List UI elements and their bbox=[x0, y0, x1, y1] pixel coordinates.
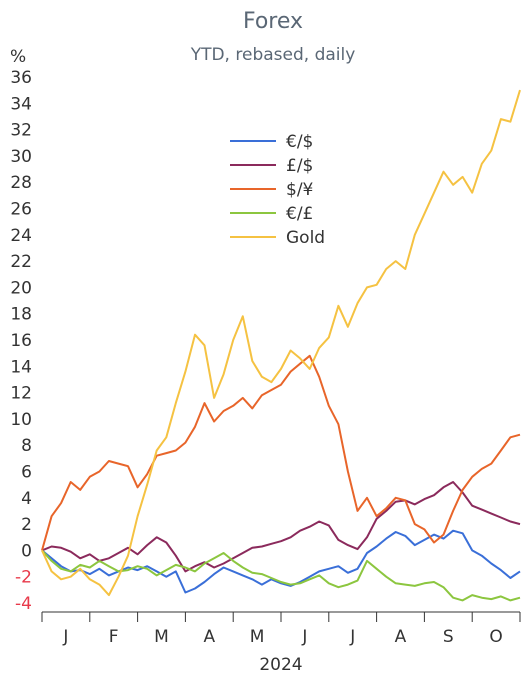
y-tick-label: 4 bbox=[21, 489, 32, 509]
series-line-3 bbox=[41, 549, 521, 602]
y-tick-label: 16 bbox=[10, 331, 32, 351]
legend: €/$ £/$ $/¥ €/£ Gold bbox=[230, 132, 325, 248]
y-tick-label: 22 bbox=[10, 252, 32, 272]
y-tick-label: 12 bbox=[10, 384, 32, 404]
y-tick-label: 6 bbox=[21, 463, 32, 483]
y-axis-unit-label: % bbox=[10, 47, 26, 67]
y-tick-label: 34 bbox=[10, 94, 32, 114]
chart-title: Forex bbox=[243, 9, 303, 34]
y-tick-label: 10 bbox=[10, 410, 32, 430]
x-tick-label: M bbox=[154, 627, 169, 647]
x-tick-label: F bbox=[109, 627, 119, 647]
legend-label: £/$ bbox=[286, 156, 313, 176]
y-tick-label: 26 bbox=[10, 200, 32, 220]
x-tick-label: S bbox=[443, 627, 454, 647]
x-tick-label: M bbox=[250, 627, 265, 647]
legend-label: €/$ bbox=[286, 132, 313, 152]
y-tick-label: 18 bbox=[10, 305, 32, 325]
legend-label: Gold bbox=[286, 228, 325, 248]
y-tick-label: 30 bbox=[10, 147, 32, 167]
y-tick-label: -2 bbox=[15, 568, 32, 588]
y-tick-label: 14 bbox=[10, 357, 32, 377]
y-tick-label: 28 bbox=[10, 173, 32, 193]
y-tick-label: 36 bbox=[10, 68, 32, 88]
y-tick-label: 24 bbox=[10, 226, 32, 246]
x-axis-year-label: 2024 bbox=[259, 655, 302, 675]
y-tick-label: 20 bbox=[10, 278, 32, 298]
y-tick-label: -4 bbox=[15, 594, 32, 614]
series-line-4 bbox=[41, 89, 521, 597]
y-tick-label: 8 bbox=[21, 436, 32, 456]
x-tick-label: J bbox=[301, 627, 307, 647]
x-tick-label: A bbox=[395, 627, 407, 647]
chart-subtitle: YTD, rebased, daily bbox=[190, 45, 356, 65]
y-tick-label: 2 bbox=[21, 515, 32, 535]
y-tick-label: 32 bbox=[10, 121, 32, 141]
legend-label: €/£ bbox=[286, 204, 313, 224]
series-line-1 bbox=[41, 481, 521, 573]
series-line-0 bbox=[41, 529, 521, 594]
series-line-2 bbox=[41, 354, 521, 551]
series-lines bbox=[41, 89, 521, 602]
y-tick-label: 0 bbox=[21, 541, 32, 561]
x-tick-label: J bbox=[62, 627, 68, 647]
legend-label: $/¥ bbox=[286, 180, 314, 200]
x-tick-label: J bbox=[349, 627, 355, 647]
x-tick-label: A bbox=[203, 627, 215, 647]
x-tick-label: O bbox=[489, 627, 502, 647]
